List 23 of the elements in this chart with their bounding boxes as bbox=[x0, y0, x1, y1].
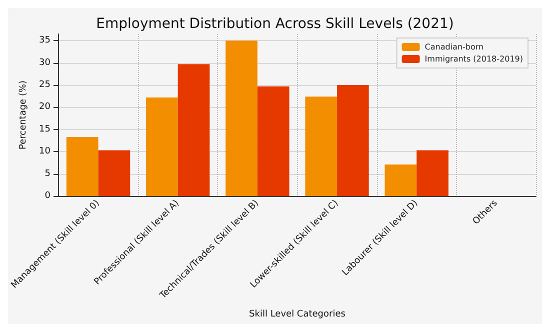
y-tick-label: 0 bbox=[44, 191, 51, 201]
y-tick-label: 35 bbox=[39, 36, 50, 46]
chart-title: Employment Distribution Across Skill Levels (2021) bbox=[96, 16, 454, 32]
y-tick-label: 30 bbox=[39, 58, 51, 68]
y-tick-label: 10 bbox=[39, 146, 51, 157]
y-tick-label: 25 bbox=[39, 80, 50, 90]
bar bbox=[416, 150, 448, 196]
legend-label: Immigrants (2018-2019) bbox=[424, 54, 523, 64]
bar bbox=[98, 150, 130, 196]
bar bbox=[305, 96, 338, 196]
legend-label: Canadian-born bbox=[424, 42, 484, 52]
bar bbox=[146, 97, 178, 196]
y-tick-label: 5 bbox=[44, 168, 50, 179]
bar bbox=[178, 64, 210, 196]
bar bbox=[337, 85, 369, 196]
bar bbox=[66, 136, 98, 196]
bar bbox=[257, 86, 290, 196]
y-tick-label: 20 bbox=[39, 102, 51, 112]
bar bbox=[384, 164, 417, 196]
bar bbox=[226, 40, 258, 196]
y-tick-label: 15 bbox=[39, 124, 50, 134]
y-axis-title: Percentage (%) bbox=[18, 80, 29, 150]
x-axis-title: Skill Level Categories bbox=[249, 310, 346, 320]
